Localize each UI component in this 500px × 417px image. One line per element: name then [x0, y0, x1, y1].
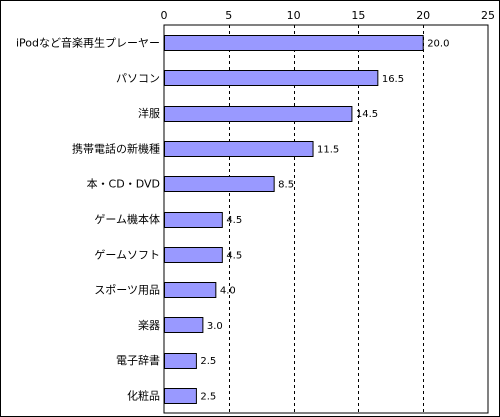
bar — [164, 212, 223, 228]
value-label: 16.5 — [382, 74, 404, 85]
value-label: 3.0 — [207, 321, 223, 332]
category-label: スポーツ用品 — [94, 284, 160, 297]
x-tick-label: 20 — [416, 9, 430, 22]
x-tick-label: 25 — [481, 9, 495, 22]
x-tick-label: 0 — [161, 9, 168, 22]
category-label: パソコン — [116, 72, 160, 85]
value-label: 8.5 — [278, 180, 294, 191]
value-label: 2.5 — [200, 391, 216, 402]
value-label: 2.5 — [200, 356, 216, 367]
value-label: 4.0 — [220, 286, 236, 297]
value-label: 20.0 — [427, 39, 449, 50]
x-tick-label: 15 — [351, 9, 365, 22]
category-label: ゲーム機本体 — [94, 212, 160, 226]
value-label: 11.5 — [317, 144, 339, 155]
value-label: 4.5 — [226, 215, 242, 226]
bar — [164, 353, 197, 369]
category-label: ゲームソフト — [94, 248, 160, 261]
bar — [164, 35, 424, 51]
bar — [164, 106, 353, 122]
bar — [164, 388, 197, 404]
bar — [164, 141, 314, 157]
bar — [164, 317, 204, 333]
bar — [164, 247, 223, 263]
category-label: 洋服 — [138, 106, 160, 120]
x-tick-label: 5 — [225, 9, 232, 22]
value-label: 4.5 — [226, 250, 242, 261]
bar — [164, 282, 217, 298]
x-tick-label: 10 — [287, 9, 301, 22]
category-label: 本・CD・DVD — [87, 177, 160, 191]
category-label: iPodなど音楽再生プレーヤー — [16, 36, 160, 50]
category-label: 楽器 — [138, 319, 160, 332]
value-label: 14.5 — [356, 109, 378, 120]
category-label: 携帯電話の新機種 — [72, 141, 160, 155]
bar — [164, 70, 379, 86]
category-label: 化粧品 — [127, 388, 160, 402]
bar — [164, 176, 275, 192]
category-label: 電子辞書 — [116, 353, 160, 367]
